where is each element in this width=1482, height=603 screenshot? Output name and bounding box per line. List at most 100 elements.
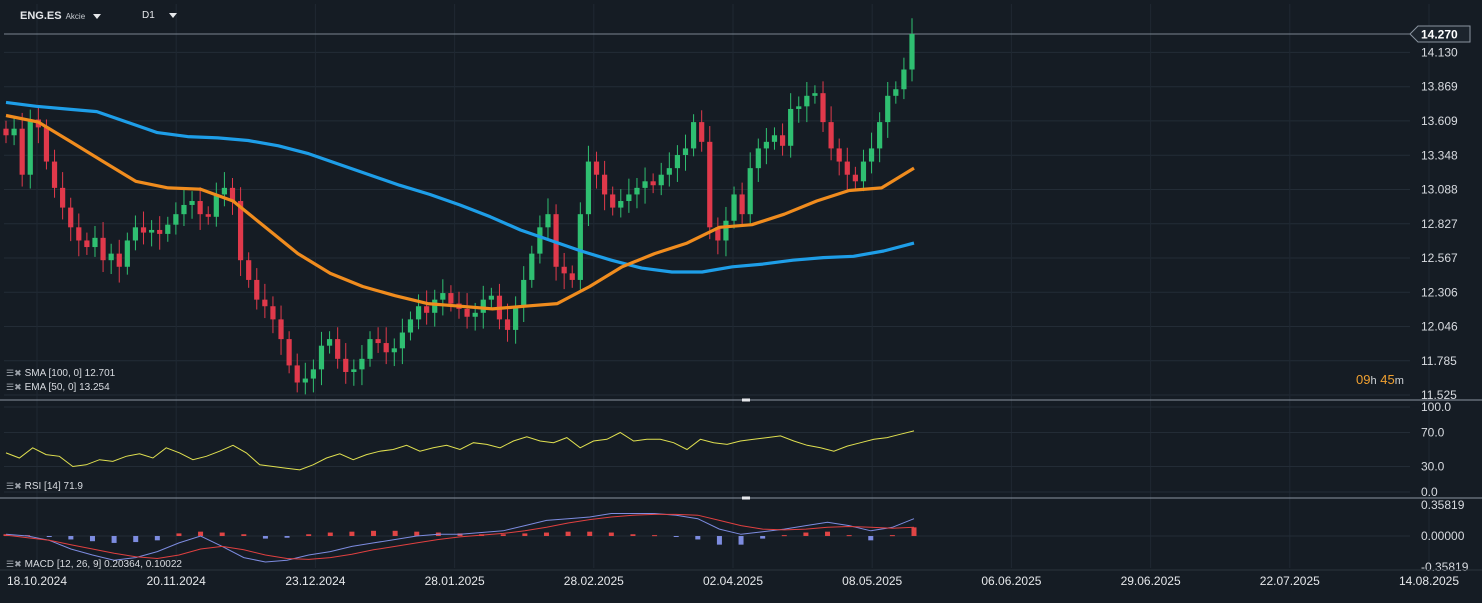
candle-body[interactable] <box>310 369 316 379</box>
candle-body[interactable] <box>124 240 130 267</box>
candle-body[interactable] <box>885 95 891 123</box>
candle-body[interactable] <box>682 148 689 155</box>
candle-body[interactable] <box>909 34 915 70</box>
candle-body[interactable] <box>197 201 203 215</box>
candle-body[interactable] <box>149 229 155 233</box>
candle-body[interactable] <box>472 312 478 317</box>
candle-body[interactable] <box>739 194 745 215</box>
candle-body[interactable] <box>359 358 365 370</box>
candle-body[interactable] <box>68 207 74 228</box>
candle-body[interactable] <box>812 93 818 96</box>
candle-body[interactable] <box>796 106 802 109</box>
candle-body[interactable] <box>157 229 163 234</box>
candle-body[interactable] <box>464 308 470 317</box>
candle-body[interactable] <box>60 187 66 208</box>
candle-body[interactable] <box>181 204 187 215</box>
candle-body[interactable] <box>747 168 753 215</box>
candle-body[interactable] <box>666 168 672 175</box>
candle-body[interactable] <box>440 293 446 300</box>
candle-body[interactable] <box>343 358 349 372</box>
candle-body[interactable] <box>860 161 867 182</box>
candle-body[interactable] <box>116 253 122 267</box>
candle-body[interactable] <box>432 299 438 313</box>
candle-body[interactable] <box>755 148 761 169</box>
rsi-legend[interactable]: ☰✖ RSI [14] 71.9 <box>6 481 83 492</box>
date-axis[interactable]: 18.10.2024 20.11.2024 23.12.2024 28.01.2025… <box>7 574 1459 588</box>
candle-body[interactable] <box>715 227 721 241</box>
candle-body[interactable] <box>488 295 494 300</box>
candle-body[interactable] <box>521 279 527 307</box>
candle-body[interactable] <box>415 306 422 320</box>
candle-body[interactable] <box>92 237 98 248</box>
candle-body[interactable] <box>424 306 430 313</box>
candle-body[interactable] <box>100 237 106 261</box>
candle-body[interactable] <box>545 214 551 228</box>
price-axis[interactable]: 14.130 13.869 13.609 13.348 13.088 12.827 12.5… <box>1409 25 1471 402</box>
panel-resize-handle[interactable] <box>742 398 750 402</box>
candle-body[interactable] <box>828 122 834 149</box>
candle-body[interactable] <box>480 299 486 313</box>
candle-body[interactable] <box>618 201 624 208</box>
candle-body[interactable] <box>561 266 567 274</box>
candle-body[interactable] <box>585 161 592 215</box>
panel-resize-handle[interactable] <box>742 496 750 500</box>
candle-body[interactable] <box>820 93 826 123</box>
candle-body[interactable] <box>868 148 875 162</box>
candle-body[interactable] <box>326 339 333 346</box>
candle-body[interactable] <box>205 214 211 217</box>
candle-body[interactable] <box>707 141 713 228</box>
candle-body[interactable] <box>569 273 575 280</box>
candle-body[interactable] <box>229 187 236 202</box>
candle-body[interactable] <box>877 122 883 149</box>
candle-body[interactable] <box>367 339 373 359</box>
candle-body[interactable] <box>335 339 341 359</box>
candle-body[interactable] <box>294 365 300 383</box>
candle-body[interactable] <box>577 214 583 280</box>
candle-body[interactable] <box>537 227 543 254</box>
candle-body[interactable] <box>602 174 608 195</box>
candle-body[interactable] <box>132 227 139 241</box>
candle-body[interactable] <box>650 181 656 186</box>
candle-body[interactable] <box>844 161 850 175</box>
candle-body[interactable] <box>893 89 899 96</box>
candle-body[interactable] <box>254 279 260 300</box>
candle-body[interactable] <box>270 306 276 320</box>
candle-body[interactable] <box>27 119 33 175</box>
candle-body[interactable] <box>221 187 228 195</box>
candle-body[interactable] <box>699 122 705 142</box>
candle-body[interactable] <box>302 378 308 383</box>
candle-body[interactable] <box>76 227 82 241</box>
candle-body[interactable] <box>804 95 810 107</box>
candle-body[interactable] <box>213 194 219 217</box>
candle-body[interactable] <box>383 343 389 353</box>
candle-body[interactable] <box>836 148 842 162</box>
candle-body[interactable] <box>788 108 794 146</box>
symbol-selector[interactable]: ENG.ES Akcie <box>20 10 102 22</box>
candle-body[interactable] <box>513 306 519 330</box>
candle-body[interactable] <box>246 260 252 280</box>
candle-body[interactable] <box>634 187 640 195</box>
candle-body[interactable] <box>674 154 681 169</box>
candle-body[interactable] <box>318 345 325 370</box>
candle-body[interactable] <box>51 161 58 188</box>
candle-body[interactable] <box>610 194 616 208</box>
sma-legend[interactable]: ☰✖ SMA [100, 0] 12.701 <box>6 368 115 379</box>
settings-icon[interactable]: ☰✖ <box>6 382 22 392</box>
candle-body[interactable] <box>448 293 454 304</box>
candle-body[interactable] <box>723 220 729 241</box>
candle-body[interactable] <box>189 201 195 205</box>
candle-body[interactable] <box>658 174 664 186</box>
candle-body[interactable] <box>763 141 769 149</box>
candle-body[interactable] <box>351 369 357 372</box>
settings-icon[interactable]: ☰✖ <box>6 559 22 569</box>
candle-body[interactable] <box>278 319 284 340</box>
candle-body[interactable] <box>140 227 147 233</box>
candle-body[interactable] <box>771 135 778 142</box>
candle-body[interactable] <box>690 122 697 149</box>
candle-body[interactable] <box>593 161 600 175</box>
candle-body[interactable] <box>407 319 414 333</box>
candle-body[interactable] <box>626 194 632 202</box>
candle-body[interactable] <box>237 201 244 261</box>
